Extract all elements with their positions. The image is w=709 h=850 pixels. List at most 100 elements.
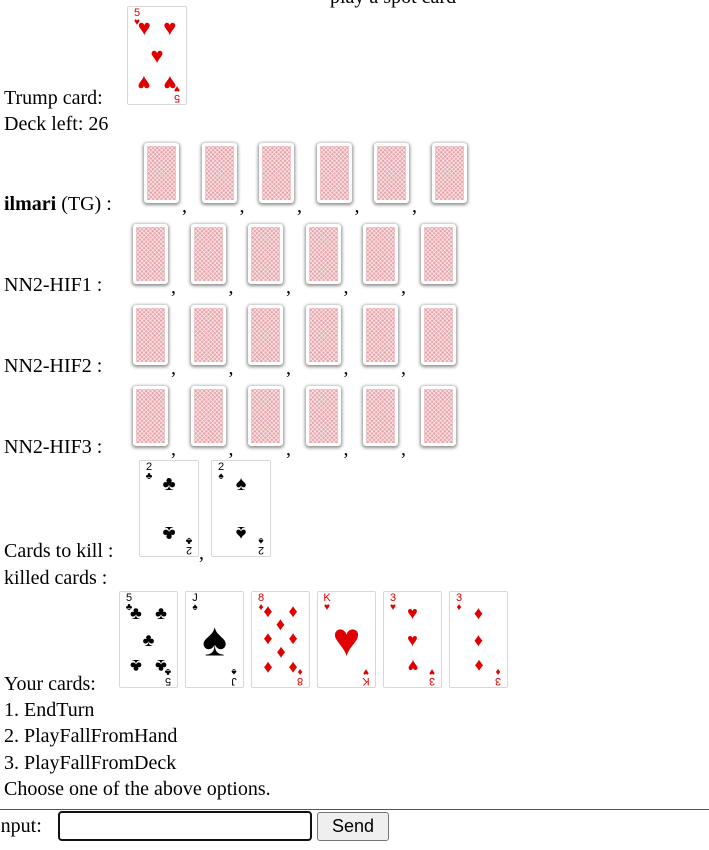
- suit-pip: ♦: [473, 656, 484, 677]
- separator: ,: [171, 438, 176, 460]
- hand-card[interactable]: 5 ♣ 5 ♣ ♣ ♣ ♣ ♣ ♣: [119, 591, 178, 688]
- card-back: [305, 386, 341, 446]
- option-play-fall-from-hand: 2. PlayFallFromHand: [4, 725, 178, 747]
- card-back: [248, 386, 283, 446]
- suit-pip: ♥: [137, 70, 151, 96]
- player-label-nn2-hif2: NN2-HIF2 :: [4, 355, 103, 377]
- trump-label: Trump card:: [4, 87, 103, 109]
- hand-card[interactable]: 8 ♦ 8 ♦ ♦ ♦ ♦ ♦ ♦ ♦ ♦ ♦: [251, 591, 310, 688]
- suit-pip: ♣: [162, 522, 176, 545]
- player-label-nn2-hif3: NN2-HIF3 :: [4, 436, 103, 458]
- deck-count: Deck left: 26: [4, 113, 109, 135]
- send-button[interactable]: Send: [317, 812, 389, 841]
- card-index: 3 ♦: [455, 592, 463, 613]
- suit-pip: ♣: [142, 629, 155, 650]
- card-back: [133, 386, 168, 446]
- separator: ,: [286, 357, 291, 379]
- header-text: play a spot card: [330, 0, 456, 9]
- card-back: [190, 224, 226, 284]
- card-back: [374, 143, 409, 203]
- card-index: 5 ♥: [133, 7, 141, 28]
- separator: ,: [343, 357, 349, 379]
- separator: ,: [401, 276, 406, 298]
- hand-card[interactable]: K ♥ K ♥ ♥: [317, 591, 376, 688]
- card-back: [420, 224, 456, 284]
- card-back: [363, 305, 398, 365]
- suit-pip: ♦: [263, 658, 273, 678]
- separator: ,: [354, 195, 360, 217]
- card-back: [248, 224, 283, 284]
- suit-pip: ♣: [162, 472, 176, 495]
- suit-pip: ♦: [473, 629, 484, 650]
- card-back: [316, 143, 352, 203]
- player-label-ilmari: ilmari (TG) :: [4, 192, 112, 216]
- killed-cards-label: killed cards :: [4, 567, 108, 589]
- center-suit: ♠: [202, 614, 227, 667]
- card-index: 2 ♠: [257, 535, 265, 556]
- card-back: [190, 305, 226, 365]
- input-label: Input:: [0, 815, 42, 837]
- card-back: [420, 386, 456, 446]
- card-index: K ♥: [323, 592, 331, 613]
- separator: ,: [286, 276, 291, 298]
- card-back: [363, 386, 398, 446]
- card-back: [259, 143, 294, 203]
- card-back: [420, 305, 456, 365]
- suit-pip: ♥: [163, 70, 177, 96]
- suit-pip: ♦: [288, 658, 298, 678]
- player-name: ilmari: [4, 193, 57, 215]
- suit-pip: ♥: [407, 602, 418, 623]
- separator: ,: [199, 542, 204, 564]
- prompt-text: Choose one of the above options.: [4, 778, 271, 800]
- command-input[interactable]: [58, 811, 312, 841]
- hand-card[interactable]: 3 ♥ 3 ♥ ♥ ♥ ♥: [383, 591, 442, 688]
- hand-card[interactable]: J ♠ J ♠ ♠: [185, 591, 244, 688]
- separator: ,: [171, 276, 176, 298]
- suit-pip: ♠: [235, 522, 247, 545]
- kill-card[interactable]: 2 ♠ 2 ♠ ♠ ♠: [211, 460, 271, 557]
- separator: ,: [239, 195, 245, 217]
- card-back: [190, 386, 226, 446]
- separator: ,: [297, 195, 302, 217]
- card-index: 2 ♣: [145, 461, 153, 482]
- suit-pip: ♣: [155, 656, 167, 677]
- hand-card[interactable]: 3 ♦ 3 ♦ ♦ ♦ ♦: [449, 591, 508, 688]
- separator: ,: [182, 195, 187, 217]
- suit-pip: ♦: [473, 602, 484, 623]
- card-back: [305, 224, 341, 284]
- suit-pip: ♦: [288, 601, 298, 621]
- card-index: 3 ♥: [389, 592, 397, 613]
- option-end-turn: 1. EndTurn: [4, 699, 95, 721]
- separator: ,: [401, 357, 406, 379]
- card-index: 3 ♦: [494, 666, 502, 687]
- card-back: [133, 224, 168, 284]
- player-tag: (TG) :: [61, 193, 112, 215]
- kill-card[interactable]: 2 ♣ 2 ♣ ♣ ♣: [139, 460, 199, 557]
- card-back: [431, 143, 467, 203]
- suit-pip: ♦: [275, 642, 286, 663]
- center-suit: ♥: [332, 614, 361, 667]
- your-cards-label: Your cards:: [4, 673, 96, 695]
- separator: ,: [228, 357, 234, 379]
- separator: ,: [343, 438, 349, 460]
- separator: ,: [401, 438, 406, 460]
- option-play-fall-from-deck: 3. PlayFallFromDeck: [4, 752, 177, 774]
- suit-pip: ♣: [130, 656, 142, 677]
- suit-pip: ♦: [288, 627, 298, 648]
- divider: [0, 809, 709, 810]
- separator: ,: [343, 276, 349, 298]
- card-index: 2 ♠: [217, 461, 225, 482]
- suit-pip: ♥: [137, 15, 151, 41]
- separator: ,: [412, 195, 417, 217]
- separator: ,: [171, 357, 176, 379]
- suit-pip: ♣: [130, 602, 142, 623]
- separator: ,: [228, 276, 234, 298]
- separator: ,: [228, 438, 234, 460]
- card-index: K ♥: [362, 666, 370, 687]
- suit-pip: ♦: [263, 601, 273, 621]
- card-index: 8 ♦: [257, 592, 265, 613]
- suit-pip: ♣: [155, 602, 167, 623]
- card-index: 3 ♥: [428, 666, 436, 687]
- card-back: [201, 143, 237, 203]
- card-back: [133, 305, 168, 365]
